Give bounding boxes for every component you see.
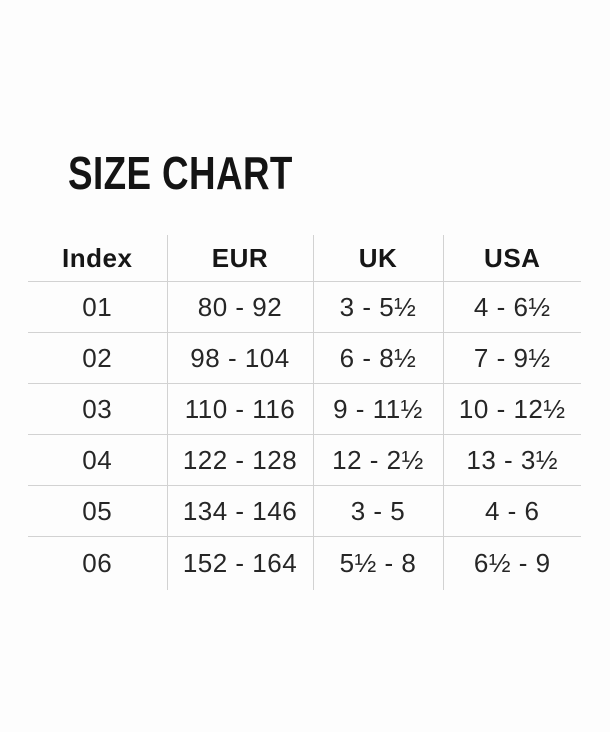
cell-usa: 4 - 6 (442, 485, 581, 537)
page-title: SIZE CHART (68, 147, 293, 199)
cell-uk: 3 - 5 (312, 485, 443, 537)
cell-usa: 7 - 9½ (442, 332, 581, 384)
cell-uk: 6 - 8½ (312, 332, 443, 384)
table-row: 01 80 - 92 3 - 5½ 4 - 6½ (28, 281, 581, 333)
cell-index: 04 (28, 434, 167, 486)
column-header-index: Index (62, 242, 133, 273)
table-row: 06 152 - 164 5½ - 8 6½ - 9 (28, 536, 581, 590)
cell-eur: 152 - 164 (166, 536, 313, 590)
cell-usa: 10 - 12½ (442, 383, 581, 435)
size-chart-table: Index EUR UK USA 01 80 - 92 3 - 5½ 4 - 6… (28, 235, 581, 590)
cell-usa: 4 - 6½ (442, 281, 581, 333)
table-row: 05 134 - 146 3 - 5 4 - 6 (28, 485, 581, 537)
cell-usa: 13 - 3½ (442, 434, 581, 486)
cell-uk: 5½ - 8 (312, 536, 443, 590)
table-row: 03 110 - 116 9 - 11½ 10 - 12½ (28, 383, 581, 435)
cell-eur: 80 - 92 (166, 281, 313, 333)
column-header-usa: USA (442, 235, 581, 282)
cell-uk: 9 - 11½ (312, 383, 443, 435)
cell-usa: 6½ - 9 (442, 536, 581, 590)
cell-index: 02 (28, 332, 167, 384)
cell-eur: 98 - 104 (166, 332, 313, 384)
cell-uk: 3 - 5½ (312, 281, 443, 333)
cell-index: 01 (28, 281, 167, 333)
column-header-uk: UK (312, 235, 443, 282)
table-row: 02 98 - 104 6 - 8½ 7 - 9½ (28, 332, 581, 384)
cell-eur: 110 - 116 (166, 383, 313, 435)
column-header-eur: EUR (166, 235, 313, 282)
cell-eur: 122 - 128 (166, 434, 313, 486)
cell-eur: 134 - 146 (166, 485, 313, 537)
cell-index: 03 (28, 383, 167, 435)
cell-uk: 12 - 2½ (312, 434, 443, 486)
cell-index: 06 (28, 536, 167, 590)
table-row: 04 122 - 128 12 - 2½ 13 - 3½ (28, 434, 581, 486)
cell-index: 05 (28, 485, 167, 537)
table-header-row: Index EUR UK USA (28, 235, 581, 282)
